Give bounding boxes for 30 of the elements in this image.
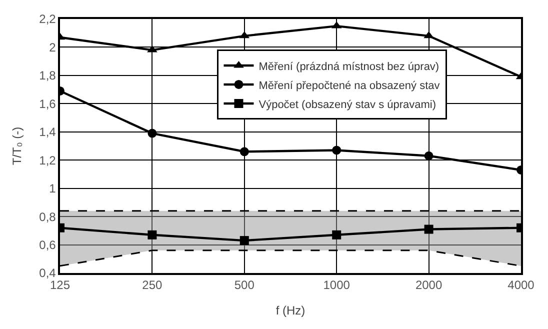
x-tick-label: 250 [142, 278, 163, 292]
point [332, 146, 342, 155]
legend-label: Výpočet (obsazený stav s úpravami) [258, 98, 436, 111]
y-tick-label: 1,4 [39, 125, 56, 140]
point [240, 236, 249, 246]
y-axis-title: T/T₀ (-) [10, 126, 24, 166]
legend-label: Měření (prázdná místnost bez úprav) [258, 60, 440, 73]
point [148, 230, 157, 240]
y-tick-label: 2,2 [39, 12, 56, 26]
y-tick-label: 1,8 [39, 68, 56, 83]
y-tick-label: 0,4 [39, 266, 56, 280]
y-tick-label: 2 [49, 40, 56, 54]
point [424, 31, 434, 38]
point [148, 128, 157, 138]
y-tick-label: 1 [49, 182, 56, 196]
x-axis-title: f (Hz) [276, 304, 306, 318]
y-tick-label: 0,8 [39, 210, 56, 224]
y-tick-label: 1,6 [39, 96, 56, 111]
x-tick-label: 4000 [508, 278, 535, 292]
y-tick-label: 1,2 [39, 153, 56, 168]
point [332, 230, 342, 240]
legend-label: Měření přepočtené na obsazený stav [258, 80, 440, 92]
x-tick-label: 2000 [415, 278, 442, 292]
x-tick-label: 500 [234, 278, 255, 292]
point [424, 151, 434, 160]
x-tick-label: 125 [50, 278, 70, 292]
x-tick-label: 1000 [323, 278, 350, 292]
y-tick-label: 0,6 [39, 238, 56, 252]
point [424, 224, 434, 234]
point [240, 147, 249, 156]
